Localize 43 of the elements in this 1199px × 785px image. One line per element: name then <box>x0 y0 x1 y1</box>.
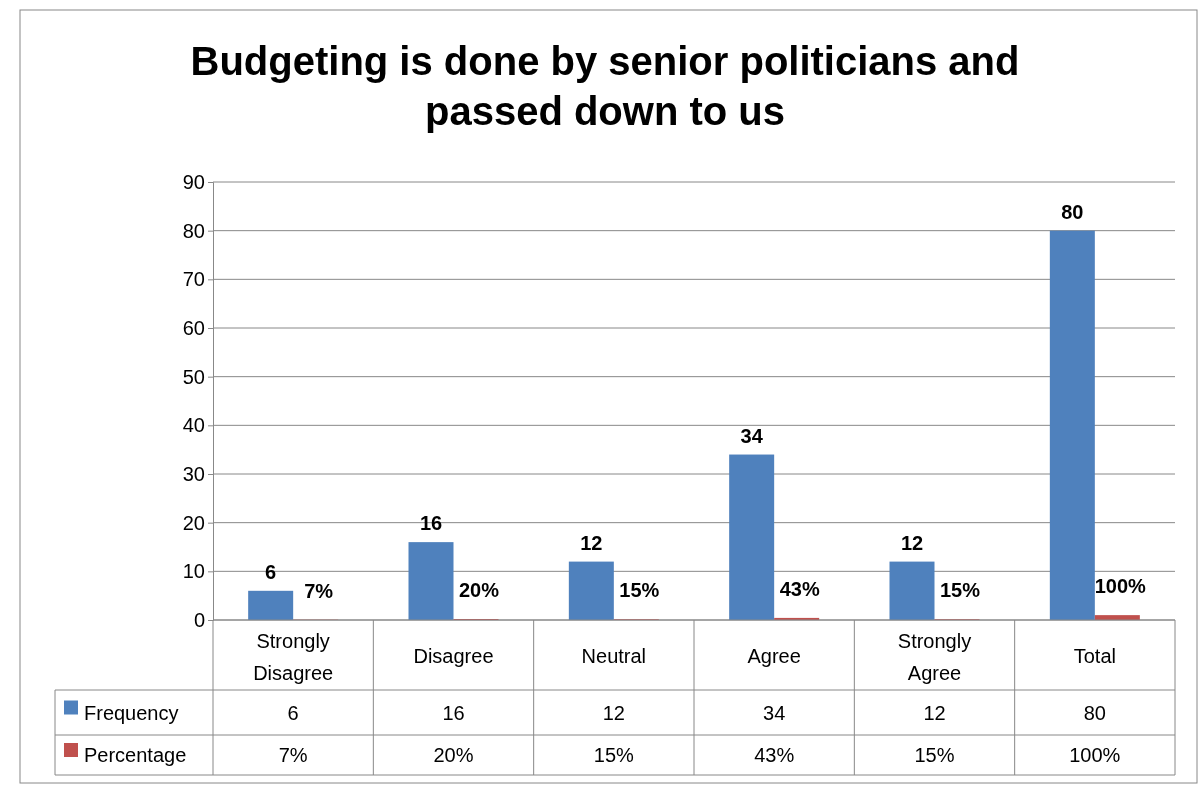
x-tick-label: Neutral <box>581 645 647 667</box>
data-label: 15% <box>593 744 635 766</box>
x-tick-label: Strongly Agree <box>897 630 972 684</box>
y-tick-label: 0 <box>193 608 205 631</box>
data-label: 6 <box>287 701 299 724</box>
data-label: 80 <box>1083 701 1106 724</box>
y-tick-label: 70 <box>182 268 205 291</box>
y-tick-label: 60 <box>182 316 205 339</box>
text: 15% <box>939 579 981 602</box>
y-tick-label: 80 <box>182 219 205 242</box>
data-label: 34 <box>763 701 786 724</box>
text: 16 <box>419 512 443 535</box>
data-label: 20% <box>433 744 474 766</box>
y-tick-label: 30 <box>182 462 205 485</box>
chart-title: Budgeting is done by senior politicians and passed down to us <box>190 39 1020 133</box>
x-tick-label: Disagree <box>413 645 494 667</box>
x-tick-label: Total <box>1073 645 1116 667</box>
text: 100% <box>1094 575 1146 598</box>
text: 12 <box>900 531 924 554</box>
y-tick-label: 40 <box>182 414 205 437</box>
text: 20% <box>458 579 500 602</box>
text: 7% <box>304 579 334 602</box>
data-label: 43% <box>754 744 795 766</box>
y-tick-label: 20 <box>182 511 205 534</box>
text: 34 <box>740 424 763 447</box>
y-tick-label: 90 <box>182 170 205 193</box>
data-label: 100% <box>1069 744 1121 766</box>
y-tick-label: 10 <box>182 560 205 583</box>
data-label: 12 <box>602 701 625 724</box>
text: 15% <box>619 579 660 602</box>
data-label: 12 <box>923 701 946 724</box>
data-label: 15% <box>914 744 955 766</box>
text: 80 <box>1061 200 1084 223</box>
text: 12 <box>580 531 603 554</box>
legend-label: Percentage <box>84 744 187 766</box>
y-tick-label: 50 <box>182 365 205 388</box>
x-tick-label: Agree <box>747 645 801 667</box>
text: 43% <box>779 577 820 600</box>
legend-label: Frequency <box>84 701 179 724</box>
data-label: 7% <box>278 744 308 766</box>
text: 6 <box>265 560 277 583</box>
x-tick-label: Strongly Disagree <box>253 630 334 684</box>
data-label: 16 <box>442 701 465 724</box>
